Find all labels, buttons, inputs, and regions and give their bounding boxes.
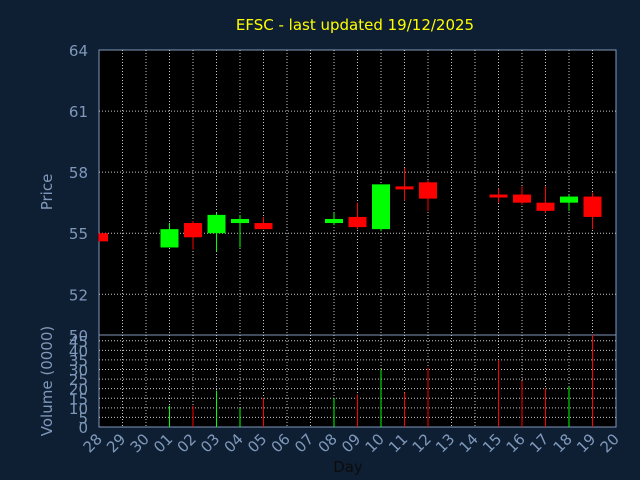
candle-body [372,184,390,230]
x-tick-label: 18 [550,430,576,456]
candle-body [560,196,578,203]
x-tick-label: 10 [362,430,388,456]
volume-tick-label: 45 [69,333,88,351]
volume-tick-label: 20 [69,381,88,399]
candle-body [99,233,108,242]
x-tick-label: 19 [573,430,599,456]
candle-body [160,229,179,248]
x-tick-label: 03 [197,430,223,456]
price-tick-label: 64 [69,42,88,60]
volume-tick-label: 0 [78,419,88,437]
x-tick-label: 05 [244,430,270,456]
price-tick-label: 55 [69,225,88,243]
x-tick-label: 09 [338,430,364,456]
x-tick-label: 07 [291,430,317,456]
x-tick-label: 17 [526,430,552,456]
x-tick-label: 12 [409,430,435,456]
volume-tick-label: 5 [78,409,88,427]
volume-tick-label: 25 [69,371,88,389]
x-tick-label: 29 [103,430,129,456]
volume-tick-label: 15 [69,390,88,408]
x-tick-labels: 2829300102030405060708091011121314151617… [80,430,623,456]
candle-body [395,186,414,190]
price-tick-label: 52 [69,286,88,304]
candle-body [325,218,343,224]
candle-body [184,223,202,238]
x-tick-label: 06 [268,430,294,456]
x-tick-label: 14 [456,430,482,456]
candle-body [536,202,555,211]
volume-axis-label: Volume (0000) [38,326,56,436]
price-tick-label: 61 [69,103,88,121]
candle-body [231,218,249,224]
x-tick-label: 02 [174,430,200,456]
x-tick-label: 16 [503,430,529,456]
candles [98,168,602,252]
candle-body [489,194,508,198]
x-tick-label: 01 [150,430,176,456]
x-tick-label: 13 [432,430,458,456]
x-tick-label: 30 [127,430,153,456]
candle-body [583,196,602,217]
price-tick-label: 58 [69,164,88,182]
price-axis-label: Price [38,174,56,211]
chart-title: EFSC - last updated 19/12/2025 [236,16,474,34]
x-tick-label: 15 [479,430,505,456]
candle-body [348,216,367,228]
volume-tick-label: 10 [69,400,88,418]
volume-tick-label: 40 [69,342,88,360]
x-tick-label: 20 [597,430,623,456]
volume-bars [169,335,593,427]
volume-tick-label: 30 [69,362,88,380]
x-axis-label: Day [333,458,363,476]
price-tick-labels: 64 61 58 55 52 50 [69,42,88,345]
candle-body [419,182,437,199]
x-tick-label: 04 [221,430,247,456]
x-tick-label: 08 [315,430,341,456]
candle-body [513,194,531,203]
price-grid [99,50,616,335]
candle-body [254,223,273,230]
volume-tick-label: 35 [69,352,88,370]
price-tick-label: 50 [69,327,88,345]
candle-body [207,214,226,234]
x-tick-label: 11 [385,430,411,456]
